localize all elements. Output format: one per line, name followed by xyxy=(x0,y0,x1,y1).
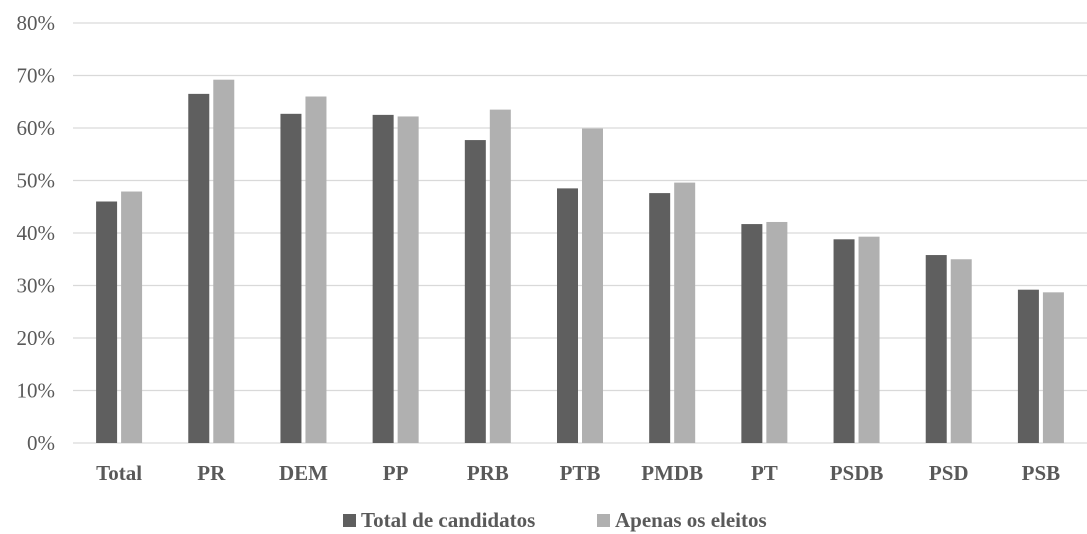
x-category-label: PSD xyxy=(929,461,969,485)
y-tick-label: 10% xyxy=(17,379,56,403)
x-category-label: PTB xyxy=(560,461,601,485)
bar-total-de-candidatos xyxy=(280,113,302,443)
bar-total-de-candidatos xyxy=(1017,289,1039,443)
bar-total-de-candidatos xyxy=(372,114,394,443)
x-axis-category-labels: Total PR DEM PP PRB PTB PMDB PT PSDB PSD PSB xyxy=(96,461,1060,485)
x-category-label: PMDB xyxy=(641,461,703,485)
bar-total-de-candidatos xyxy=(649,193,671,443)
bar-total-de-candidatos xyxy=(741,224,763,443)
legend-label: Apenas os eleitos xyxy=(615,508,767,532)
bar-apenas-os-eleitos xyxy=(397,116,419,443)
bar-apenas-os-eleitos xyxy=(121,191,143,443)
x-category-label: PRB xyxy=(467,461,509,485)
bar-apenas-os-eleitos xyxy=(213,79,235,443)
bar-apenas-os-eleitos xyxy=(766,221,788,443)
bar-total-de-candidatos xyxy=(464,140,486,443)
y-tick-label: 30% xyxy=(17,274,56,298)
bar-apenas-os-eleitos xyxy=(1042,292,1064,443)
x-category-label: PR xyxy=(197,461,226,485)
y-tick-label: 20% xyxy=(17,326,56,350)
y-tick-label: 40% xyxy=(17,221,56,245)
legend-label: Total de candidatos xyxy=(361,508,535,532)
x-category-label: PSB xyxy=(1022,461,1061,485)
y-axis-tick-labels: 0% 10% 20% 30% 40% 50% 60% 70% 80% xyxy=(17,11,56,455)
legend-swatch xyxy=(343,514,356,527)
y-tick-label: 0% xyxy=(27,431,55,455)
y-tick-label: 50% xyxy=(17,169,56,193)
bar-apenas-os-eleitos xyxy=(950,259,972,443)
bar-apenas-os-eleitos xyxy=(582,128,603,443)
y-tick-label: 80% xyxy=(17,11,56,35)
bar-apenas-os-eleitos xyxy=(305,96,327,443)
grid-layer xyxy=(73,22,1087,444)
y-tick-label: 60% xyxy=(17,116,56,140)
y-tick-label: 70% xyxy=(17,64,56,88)
x-category-label: PT xyxy=(751,461,778,485)
bar-apenas-os-eleitos xyxy=(858,236,880,443)
legend: Total de candidatos Apenas os eleitos xyxy=(343,508,767,532)
x-category-label: DEM xyxy=(279,461,328,485)
x-category-label: Total xyxy=(96,461,142,485)
bar-total-de-candidatos xyxy=(188,93,210,443)
x-category-label: PP xyxy=(383,461,409,485)
bar-apenas-os-eleitos xyxy=(674,182,696,443)
bar-total-de-candidatos xyxy=(557,188,578,443)
bar-apenas-os-eleitos xyxy=(489,109,511,443)
bar-total-de-candidatos xyxy=(925,255,947,443)
bars xyxy=(96,79,1064,443)
legend-swatch xyxy=(597,514,610,527)
bar-total-de-candidatos xyxy=(833,239,855,443)
bar-total-de-candidatos xyxy=(96,201,118,443)
x-category-label: PSDB xyxy=(830,461,884,485)
